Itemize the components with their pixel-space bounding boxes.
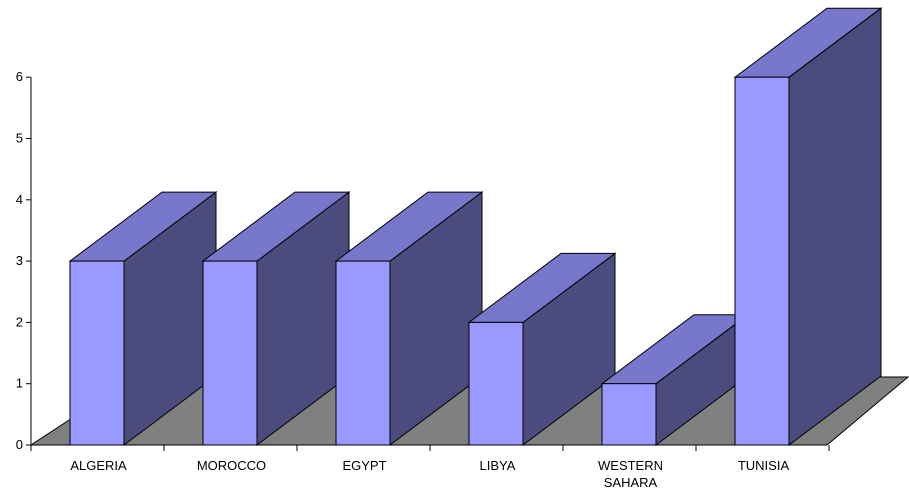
bar-algeria [68, 191, 218, 446]
y-tick-label: 1 [16, 376, 23, 391]
bar-front [335, 260, 391, 446]
bar-front [202, 260, 258, 446]
x-tick-label: ALGERIA [70, 458, 127, 473]
bar-front [468, 321, 524, 446]
bar-tunisia [733, 7, 883, 446]
bar-front [601, 383, 657, 446]
y-tick-label: 0 [16, 437, 23, 452]
bar-side [788, 7, 882, 446]
bar-libya [467, 252, 617, 446]
x-tick-label: LIBYA [480, 458, 516, 473]
bar-morocco [201, 191, 351, 446]
x-tick-label: MOROCCO [197, 458, 266, 473]
x-tick-label: TUNISIA [738, 458, 790, 473]
x-tick-label: WESTERN SAHARA [598, 458, 663, 490]
bar-front [69, 260, 125, 446]
y-tick-label: 3 [16, 253, 23, 268]
bar-front [734, 76, 790, 446]
y-tick-label: 4 [16, 192, 23, 207]
y-tick-label: 2 [16, 314, 23, 329]
y-tick-label: 5 [16, 131, 23, 146]
y-tick-label: 6 [16, 69, 23, 84]
x-tick-label: EGYPT [342, 458, 386, 473]
bar-western-sahara [600, 313, 750, 446]
